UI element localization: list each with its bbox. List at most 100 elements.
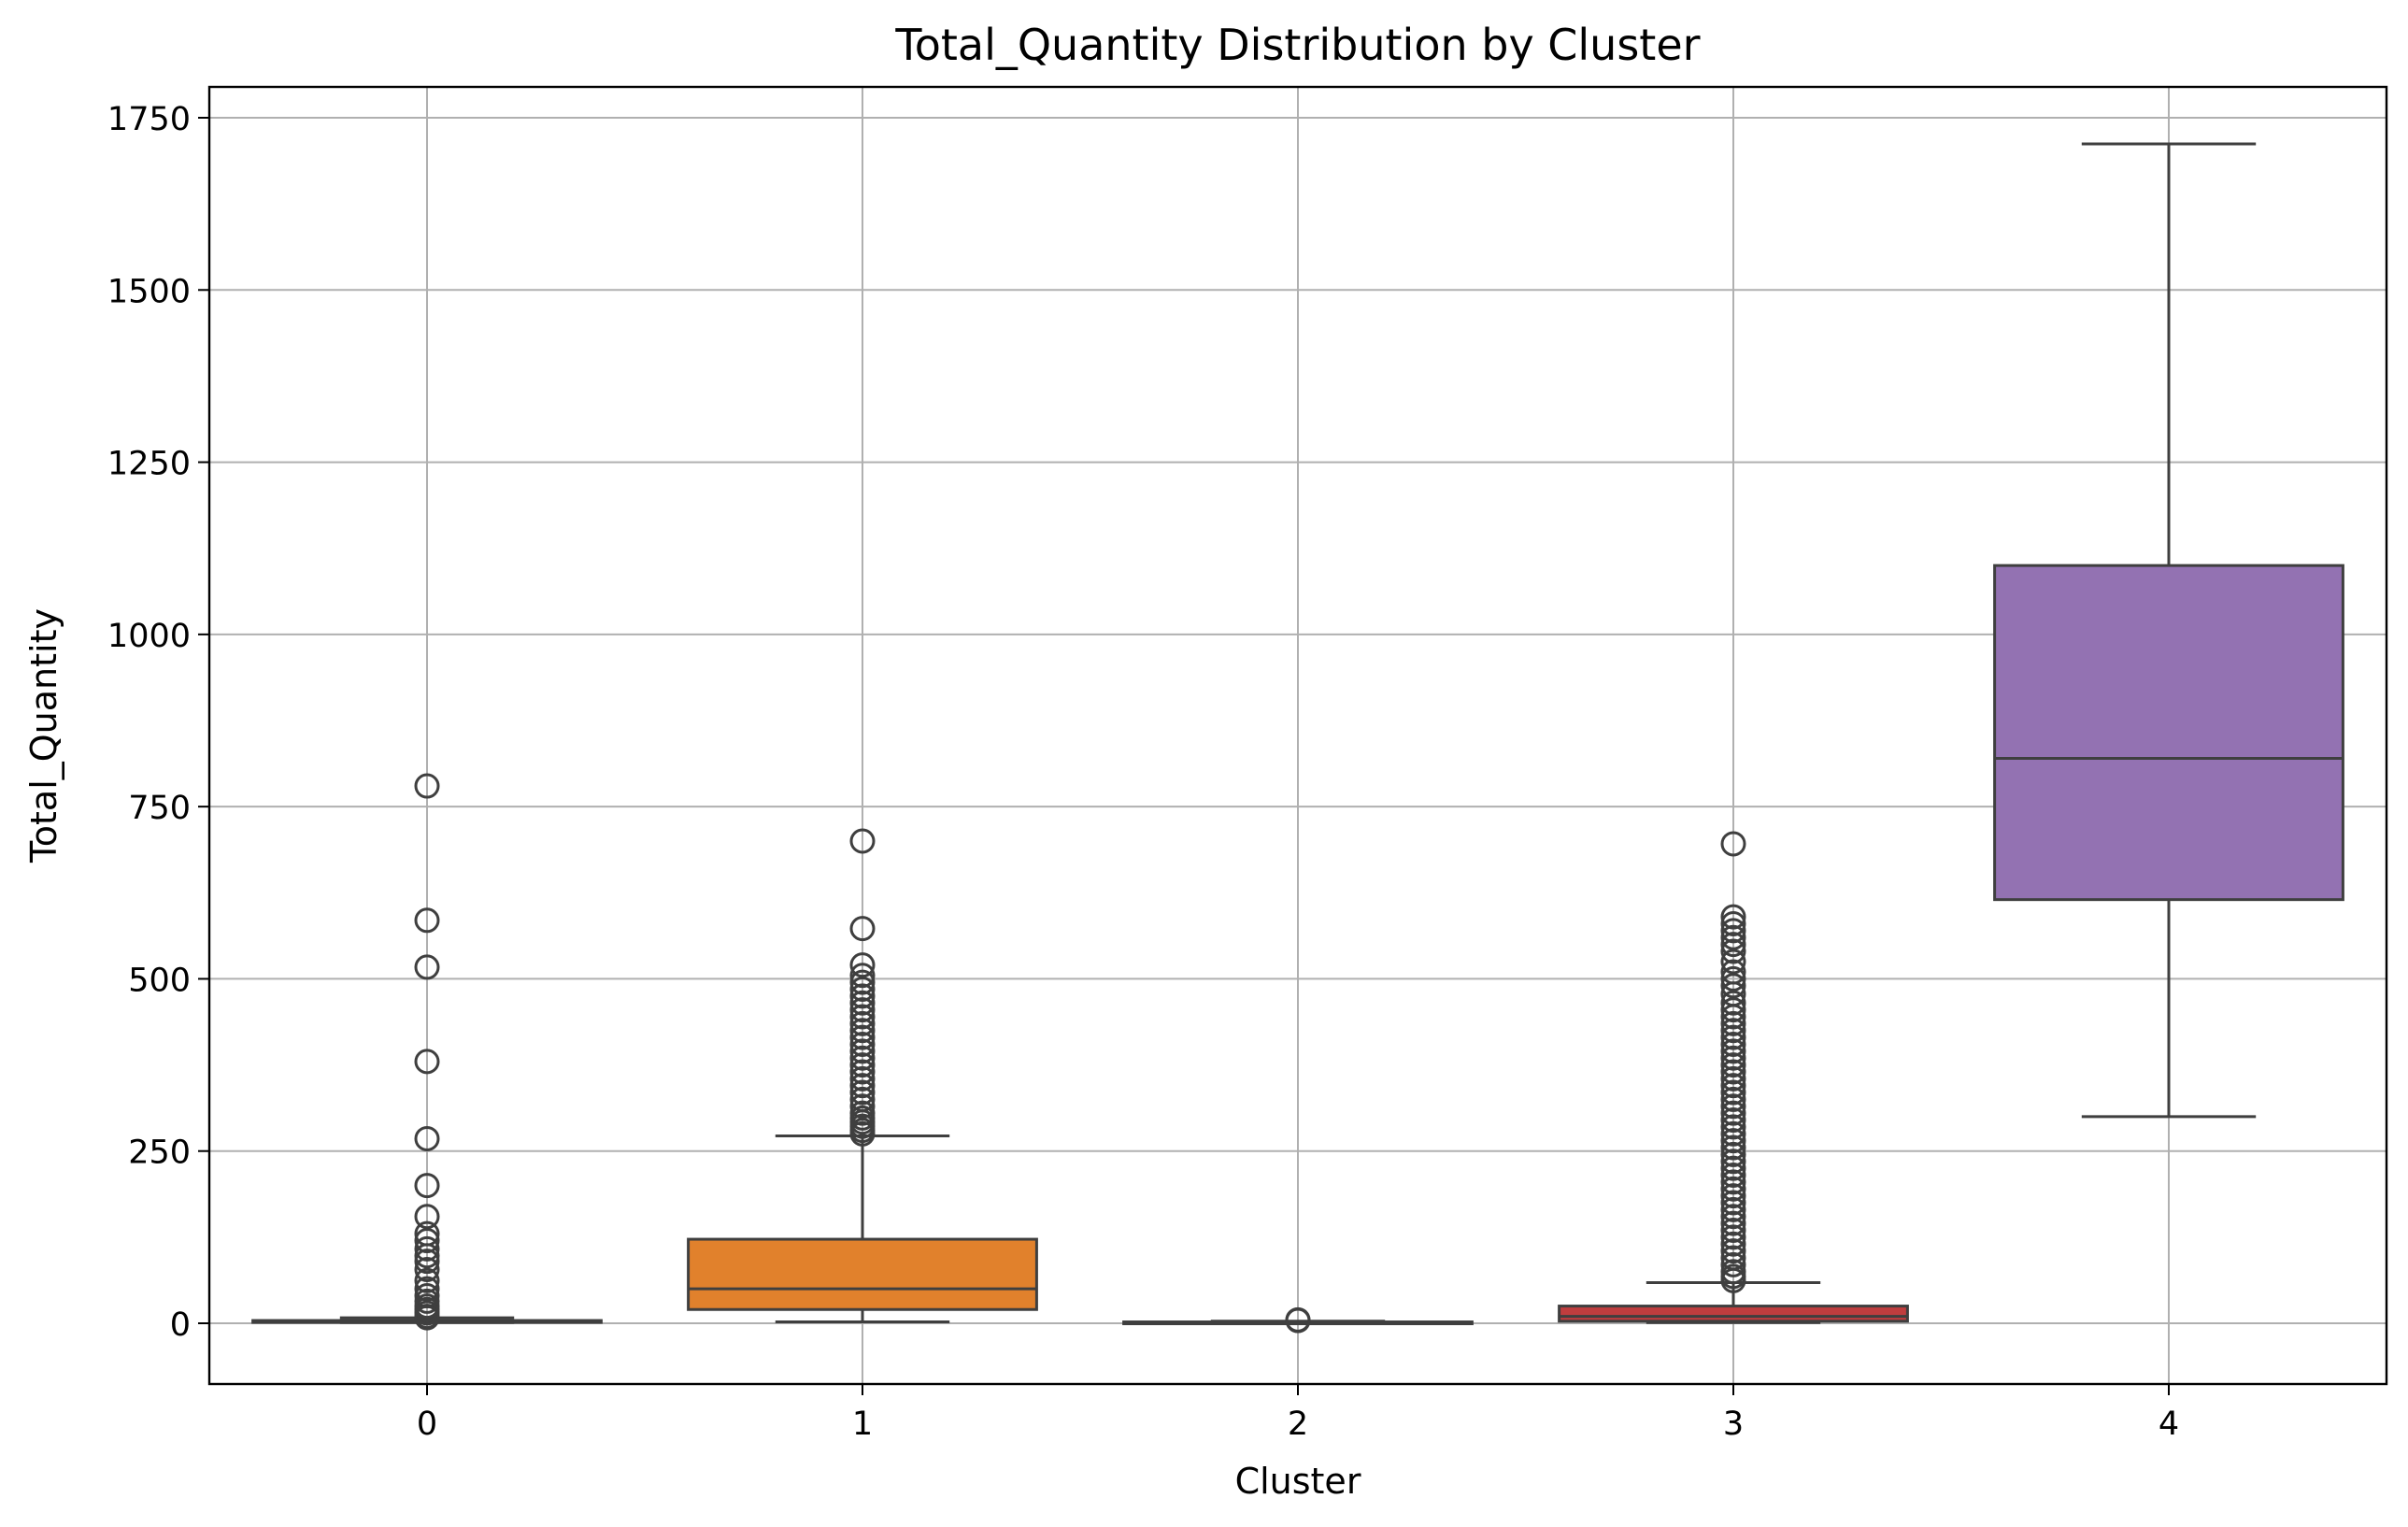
outlier-point xyxy=(849,1120,876,1147)
outlier-point xyxy=(849,1045,876,1071)
x-tick-label: 4 xyxy=(2159,1406,2179,1443)
outlier-point xyxy=(849,916,876,942)
outlier-point xyxy=(849,1073,876,1099)
outlier-point xyxy=(1720,1079,1746,1106)
y-tick-label: 1000 xyxy=(107,618,191,655)
box-cluster-2 xyxy=(1122,1306,1474,1334)
outlier-point xyxy=(1720,1149,1746,1175)
outlier-point xyxy=(1285,1307,1311,1334)
x-tick-label: 2 xyxy=(1288,1406,1308,1443)
outlier-point xyxy=(1720,1210,1746,1236)
outlier-point xyxy=(849,952,876,978)
outlier-point xyxy=(1720,1231,1746,1257)
outlier-point xyxy=(1720,904,1746,930)
outlier-point xyxy=(1720,1010,1746,1036)
outlier-point xyxy=(1720,1114,1746,1140)
iqr-box xyxy=(1558,1305,1909,1323)
y-tick-label: 1750 xyxy=(107,101,191,138)
outlier-point xyxy=(414,954,440,980)
outlier-point xyxy=(1720,1183,1746,1209)
x-tick-label: 1 xyxy=(852,1406,873,1443)
iqr-box xyxy=(687,1237,1038,1311)
outlier-point xyxy=(1720,1163,1746,1189)
outlier-point xyxy=(1720,1093,1746,1120)
outlier-point xyxy=(849,1052,876,1078)
outlier-point xyxy=(1720,831,1746,857)
outlier-point xyxy=(849,1059,876,1085)
y-tick-label: 500 xyxy=(128,962,191,999)
x-axis-label: Cluster xyxy=(1235,1461,1361,1502)
outlier-point xyxy=(1720,990,1746,1016)
outlier-point xyxy=(1720,1018,1746,1044)
y-tick-label: 250 xyxy=(128,1135,191,1172)
outlier-point xyxy=(414,1276,440,1302)
outlier-point xyxy=(1720,1217,1746,1243)
y-tick-label: 1500 xyxy=(107,273,191,310)
outlier-point xyxy=(1720,1190,1746,1216)
outlier-point xyxy=(414,1228,440,1254)
outlier-point xyxy=(1720,1004,1746,1030)
outlier-point xyxy=(1720,997,1746,1023)
outlier-point xyxy=(414,1235,440,1262)
x-axis-ticks: 0 1 2 3 4 xyxy=(417,1384,2179,1443)
outlier-point xyxy=(1720,1238,1746,1264)
box-series xyxy=(251,142,2344,1334)
outlier-point xyxy=(1720,1251,1746,1277)
outlier-point xyxy=(849,969,876,995)
outlier-point xyxy=(1720,1052,1746,1078)
box-cluster-1 xyxy=(687,828,1038,1324)
outlier-point xyxy=(1720,1204,1746,1230)
outlier-point xyxy=(1720,965,1746,992)
outlier-point xyxy=(849,1024,876,1050)
y-tick-label: 0 xyxy=(170,1306,191,1344)
outlier-point xyxy=(1720,1169,1746,1195)
outlier-point xyxy=(1720,1107,1746,1134)
outlier-point xyxy=(1720,1141,1746,1167)
outlier-point xyxy=(414,1257,440,1283)
outlier-point xyxy=(849,1079,876,1106)
outlier-point xyxy=(414,1049,440,1075)
outlier-point xyxy=(849,828,876,854)
iqr-box xyxy=(1993,564,2344,902)
outlier-point xyxy=(414,1249,440,1275)
outlier-point xyxy=(1720,1196,1746,1222)
outlier-point xyxy=(1720,938,1746,964)
outlier-point xyxy=(1720,1155,1746,1181)
outlier-point xyxy=(849,990,876,1016)
outlier-point xyxy=(1720,1065,1746,1092)
outlier-point xyxy=(849,1010,876,1036)
outlier-point xyxy=(1720,1031,1746,1057)
outlier-point xyxy=(849,1018,876,1044)
outlier-point xyxy=(1720,1224,1746,1250)
outlier-point xyxy=(1720,949,1746,975)
outlier-point xyxy=(849,976,876,1002)
outlier-point xyxy=(1720,1176,1746,1202)
outlier-point xyxy=(849,983,876,1009)
outlier-point xyxy=(1720,1024,1746,1050)
y-tick-label: 750 xyxy=(128,790,191,827)
outlier-point xyxy=(1720,1267,1746,1293)
outlier-point xyxy=(849,1031,876,1057)
y-tick-label: 1250 xyxy=(107,446,191,483)
outlier-point xyxy=(1720,1120,1746,1147)
outlier-point xyxy=(849,1038,876,1064)
outlier-point xyxy=(849,1065,876,1092)
outlier-point xyxy=(414,1305,440,1331)
outlier-point xyxy=(414,1204,440,1230)
y-axis-ticks: 0 250 500 750 1000 1250 1500 1750 xyxy=(107,101,209,1344)
box-cluster-4 xyxy=(1993,142,2344,1119)
outlier-point xyxy=(849,963,876,989)
outlier-point xyxy=(414,1173,440,1199)
outlier-point xyxy=(1720,924,1746,950)
box-cluster-0 xyxy=(251,773,603,1331)
outlier-point xyxy=(1720,1073,1746,1099)
outlier-point xyxy=(1720,910,1746,936)
outlier-point xyxy=(414,907,440,934)
chart-title: Total_Quantity Distribution by Cluster xyxy=(894,20,1700,70)
outlier-point xyxy=(1720,1059,1746,1085)
outlier-point xyxy=(414,773,440,799)
outlier-point xyxy=(1720,1135,1746,1161)
x-tick-label: 3 xyxy=(1723,1406,1744,1443)
outlier-point xyxy=(1720,1128,1746,1154)
y-axis-label: Total_Quantity xyxy=(23,608,64,863)
